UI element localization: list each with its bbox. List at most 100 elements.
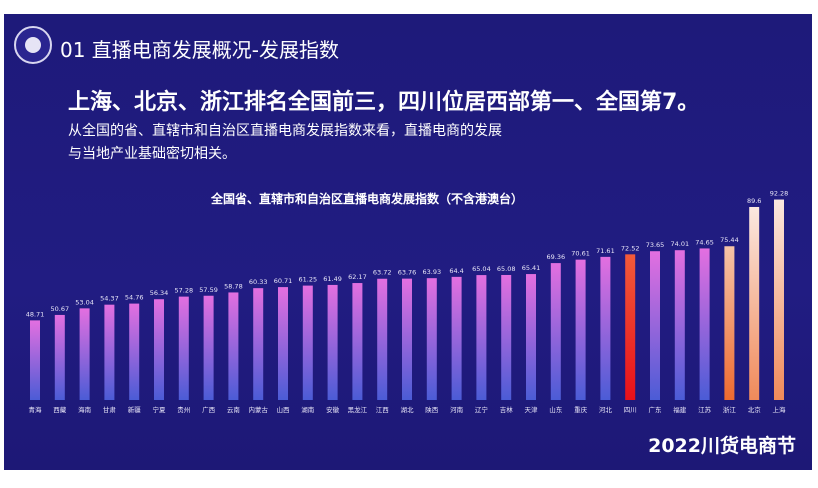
bar-北京 [749,206,760,400]
value-label: 63.93 [422,268,441,276]
headline: 上海、北京、浙江排名全国前三，四川位居西部第一、全国第7。 [68,90,700,115]
bar-内蒙古 [253,288,264,400]
category-label: 重庆 [574,405,588,414]
value-label: 53.04 [75,298,94,306]
value-label: 57.59 [199,286,218,294]
bar-西藏 [54,314,65,400]
category-label: 天津 [525,406,539,414]
category-label: 上海 [773,405,787,414]
value-label: 50.67 [50,305,69,313]
bar-湖南 [302,285,313,400]
category-label: 辽宁 [475,405,489,414]
value-label: 62.17 [348,273,367,281]
bar-青海 [30,320,40,400]
value-label: 61.49 [323,275,342,283]
category-label: 海南 [78,405,92,414]
bar-福建 [674,250,685,400]
bar-黑龙江 [352,283,363,400]
bar-山东 [550,263,561,400]
bar-江西 [377,278,388,400]
bar-chart: 48.71 青海 50.67 西藏 53.04 海南 54.37 甘肃 54.76 新疆 56.34… [26,190,789,414]
value-label: 58.78 [224,282,243,290]
category-label: 黑龙江 [348,405,368,414]
value-label: 63.76 [398,269,417,277]
category-label: 西藏 [53,405,67,414]
chart-title: 全国省、直辖市和自治区直播电商发展指数（不含港澳台） [211,192,524,206]
value-label: 54.37 [100,295,119,303]
category-label: 宁夏 [153,405,167,414]
bar-贵州 [178,296,189,400]
category-label: 新疆 [128,405,142,414]
value-label: 48.71 [26,310,45,318]
category-label: 福建 [673,405,687,414]
bar-广东 [650,251,660,400]
category-label: 云南 [227,405,241,414]
category-label: 山西 [277,405,291,414]
value-label: 92.28 [770,190,789,198]
value-label: 61.25 [298,276,317,284]
bar-宁夏 [154,299,164,400]
bar-安徽 [327,284,338,400]
description-line-2: 与当地产业基础密切相关。 [68,146,236,162]
category-label: 四川 [624,406,637,414]
category-label: 安徽 [326,405,340,414]
category-label: 广西 [202,405,216,414]
bar-河南 [451,276,462,400]
bar-海南 [79,308,90,400]
bar-河北 [600,256,611,400]
value-label: 72.52 [621,244,640,252]
bar-甘肃 [104,304,115,400]
university-logo-icon [14,26,52,64]
bar-天津 [526,274,536,400]
bar-湖北 [402,278,412,400]
description-line-1: 从全国的省、直辖市和自治区直播电商发展指数来看，直播电商的发展 [68,123,502,139]
category-label: 江苏 [698,405,712,414]
bar-浙江 [724,246,735,400]
value-label: 65.08 [497,265,516,273]
bar-云南 [228,292,239,400]
value-label: 65.41 [522,264,541,272]
bar-江苏 [699,248,710,400]
category-label: 江西 [376,406,390,414]
value-label: 54.76 [125,294,144,302]
value-label: 65.04 [472,265,491,273]
category-label: 甘肃 [103,405,117,414]
value-label: 60.33 [249,278,268,286]
category-label: 北京 [748,405,762,414]
value-label: 56.34 [150,289,169,297]
value-label: 74.65 [695,238,714,246]
value-label: 70.61 [571,250,590,258]
value-label: 63.72 [373,269,392,277]
value-label: 57.28 [174,287,193,295]
category-label: 陕西 [425,405,439,414]
value-label: 73.65 [646,241,665,249]
bar-吉林 [501,274,512,400]
section-title: 01 直播电商发展概况-发展指数 [60,38,340,62]
category-label: 湖南 [301,405,315,414]
value-label: 71.61 [596,247,615,255]
value-label: 69.36 [546,253,565,261]
bar-上海 [774,199,784,400]
value-label: 74.01 [670,240,689,248]
bar-广西 [203,295,214,400]
category-label: 吉林 [500,405,514,414]
bar-新疆 [129,303,140,400]
bar-陕西 [426,278,437,400]
bars-group: 48.71 青海 50.67 西藏 53.04 海南 54.37 甘肃 54.76 新疆 56.34… [26,190,789,414]
event-name: 2022川货电商节 [648,435,796,457]
value-label: 60.71 [274,277,293,285]
category-label: 浙江 [723,405,737,414]
category-label: 青海 [29,405,43,414]
category-label: 内蒙古 [248,405,268,414]
bar-辽宁 [476,275,487,400]
category-label: 河南 [450,405,464,414]
value-label: 89.6 [747,197,761,205]
value-label: 75.44 [720,236,739,244]
slide: 01 直播电商发展概况-发展指数 上海、北京、浙江排名全国前三，四川位居西部第一… [4,14,812,470]
category-label: 山东 [549,405,563,414]
category-label: 广东 [649,405,663,414]
category-label: 贵州 [177,405,190,414]
bar-四川 [625,254,636,400]
category-label: 河北 [599,406,613,414]
value-label: 64.4 [449,267,463,275]
